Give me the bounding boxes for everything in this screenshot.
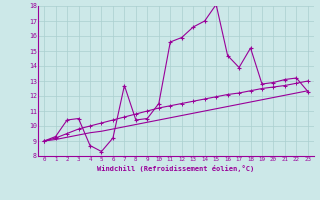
X-axis label: Windchill (Refroidissement éolien,°C): Windchill (Refroidissement éolien,°C) — [97, 165, 255, 172]
